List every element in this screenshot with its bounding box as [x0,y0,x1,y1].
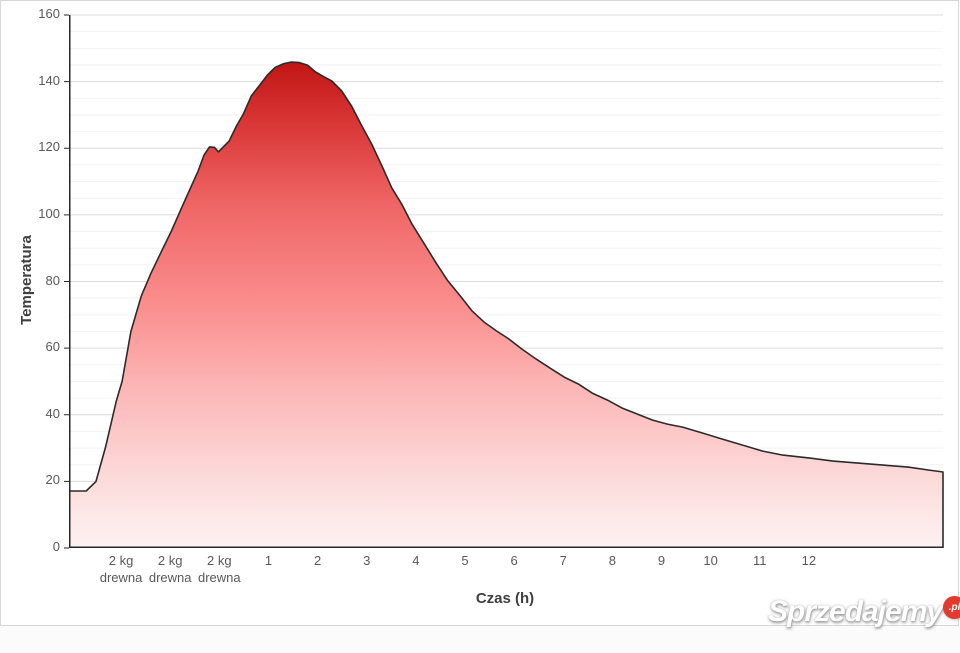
footer-strip [0,626,960,653]
watermark-brand-badge: .pl [943,596,960,619]
watermark-brand-text: Sprzedajemy [768,595,943,628]
chart-canvas [64,14,944,549]
chart-border-box [0,0,959,626]
temperature-area-fill [69,62,943,548]
plot-area [64,14,944,549]
watermark: Sprzedajemy .pl [768,595,960,629]
temperature-curve [69,61,944,548]
